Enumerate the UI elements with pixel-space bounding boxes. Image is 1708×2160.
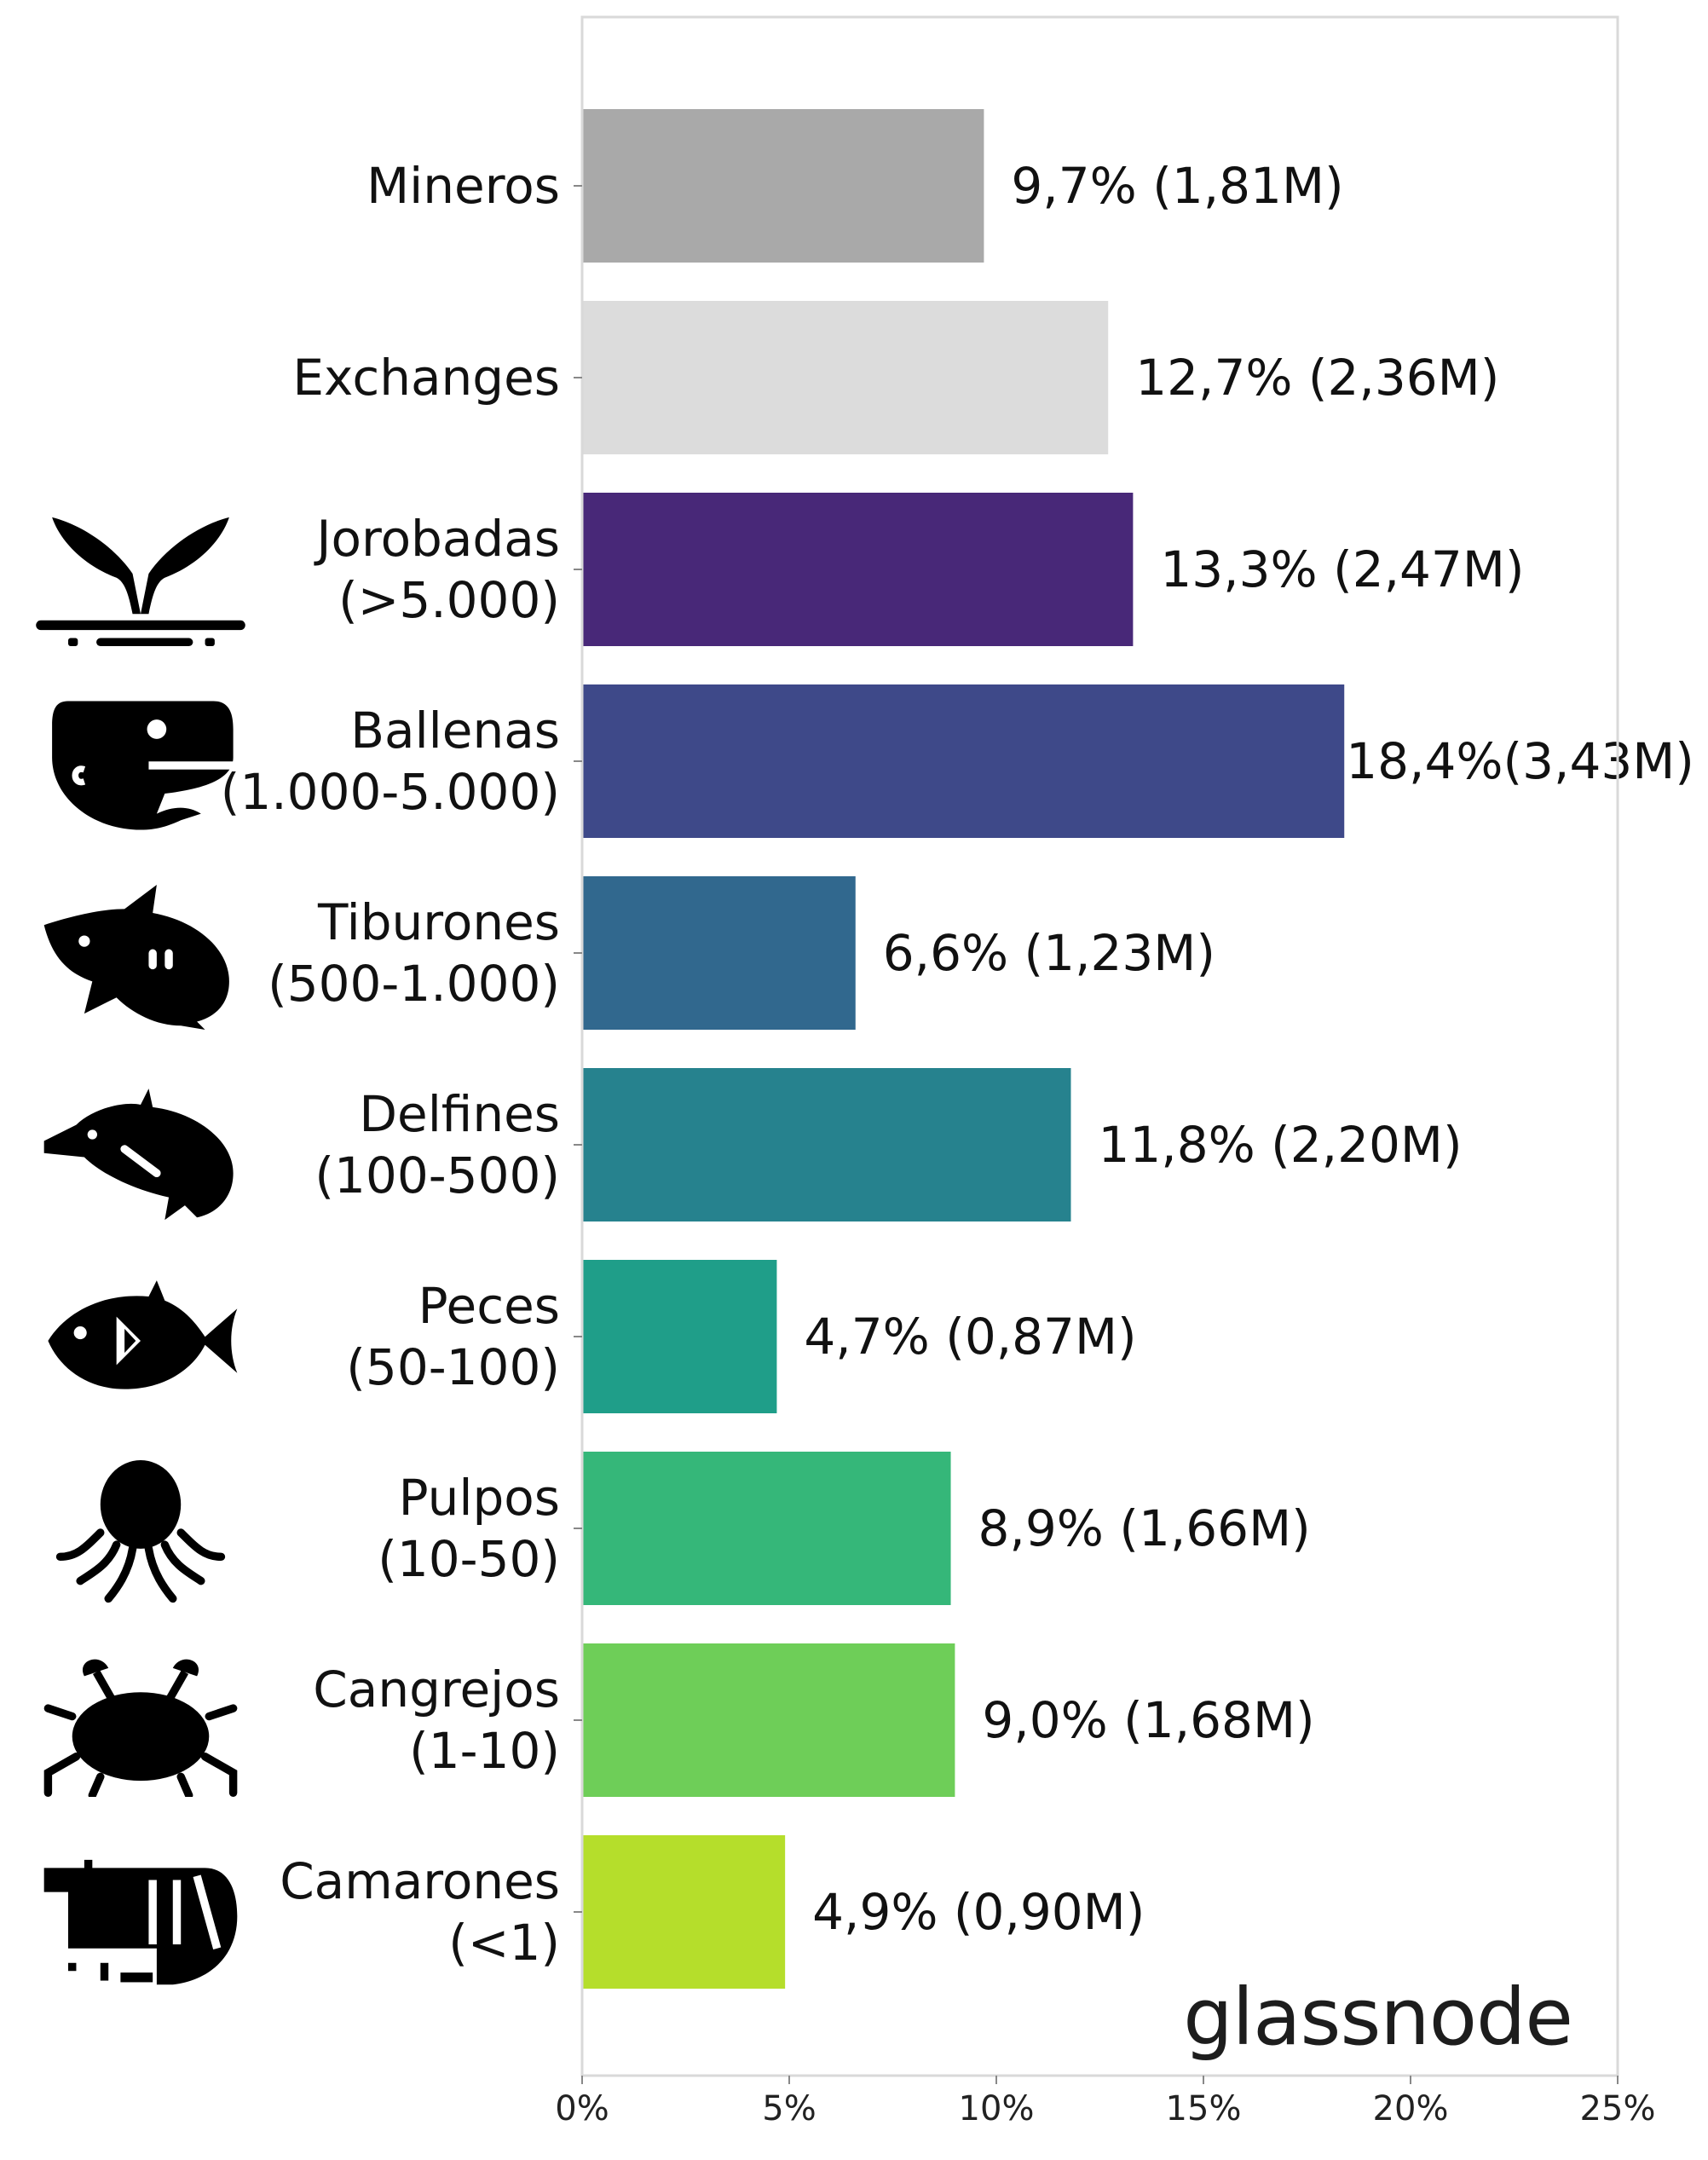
category-label: (10-50): [378, 1530, 560, 1588]
bar: [582, 876, 856, 1030]
category-label: Peces: [418, 1277, 560, 1335]
icons-layer: [36, 517, 245, 1984]
x-tick-label: 15%: [1166, 2089, 1242, 2128]
category-label: Pulpos: [399, 1469, 560, 1527]
bar: [582, 1068, 1071, 1221]
x-tick-label: 10%: [959, 2089, 1035, 2128]
value-label: 9,7% (1,81M): [1011, 157, 1343, 215]
value-label: 13,3% (2,47M): [1160, 540, 1524, 598]
value-label: 4,9% (0,90M): [812, 1883, 1145, 1941]
category-label: Delfines: [359, 1085, 560, 1143]
x-tick-label: 25%: [1580, 2089, 1656, 2128]
category-label: Exchanges: [292, 349, 560, 407]
category-label: Cangrejos: [313, 1660, 560, 1718]
axis-layer: 0% 5% 10% 15% 20% 25%: [555, 15, 1656, 2128]
category-label: (1-10): [409, 1722, 560, 1780]
category-label: (1.000-5.000): [221, 763, 560, 821]
bar: [582, 109, 984, 263]
bar: [582, 1643, 955, 1797]
whale-tail-icon: [36, 517, 245, 646]
value-label: 6,6% (1,23M): [883, 924, 1215, 982]
category-label: Camarones: [280, 1852, 560, 1910]
octopus-icon: [61, 1460, 222, 1598]
bar: [582, 1452, 951, 1605]
category-label: (100-500): [314, 1146, 560, 1204]
value-label: 8,9% (1,66M): [978, 1499, 1311, 1557]
value-label: 4,7% (0,87M): [804, 1308, 1136, 1366]
brand-watermark: glassnode: [1183, 1972, 1572, 2063]
category-label: Tiburones: [317, 893, 560, 951]
plot-frame: [580, 15, 1619, 2077]
category-label: (>5.000): [338, 571, 560, 629]
bars-layer: [582, 109, 1345, 1989]
x-tick-label: 20%: [1373, 2089, 1449, 2128]
value-label: 12,7% (2,36M): [1135, 349, 1499, 407]
category-label: Mineros: [366, 157, 560, 215]
category-label: (50-100): [346, 1338, 560, 1396]
dolphin-icon: [44, 1089, 234, 1220]
value-label: 11,8% (2,20M): [1098, 1116, 1462, 1174]
value-label: 18,4%(3,43M): [1346, 732, 1694, 790]
shrimp-icon: [44, 1860, 238, 1984]
bar: [582, 1260, 777, 1413]
crab-icon: [48, 1660, 233, 1796]
x-tick-label: 0%: [555, 2089, 609, 2128]
bar: [582, 1835, 786, 1989]
bar: [582, 301, 1109, 454]
value-label: 9,0% (1,68M): [982, 1691, 1314, 1749]
category-label: (500-1.000): [268, 955, 560, 1013]
bar: [582, 684, 1345, 838]
orca-icon: [43, 885, 229, 1030]
x-tick-label: 5%: [762, 2089, 816, 2128]
bar: [582, 493, 1134, 646]
whale-icon: [52, 701, 234, 829]
category-label: Ballenas: [350, 702, 560, 759]
fish-icon: [48, 1280, 238, 1389]
category-label: (<1): [448, 1914, 560, 1972]
category-label: Jorobadas: [314, 510, 560, 568]
labels-layer: Mineros 9,7% (1,81M) Exchanges 12,7% (2,36M…: [221, 157, 1694, 1972]
